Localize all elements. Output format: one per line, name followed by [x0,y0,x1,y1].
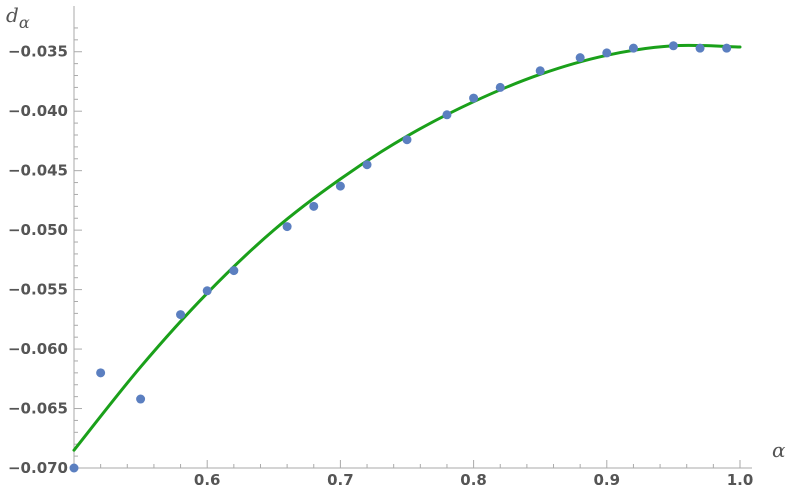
x-tick-label: 0.6 [194,471,221,487]
x-tick-label: 1.0 [727,471,754,487]
y-tick-label: −0.060 [8,340,68,358]
data-point [722,43,732,53]
data-point [362,160,372,170]
y-tick-label: −0.035 [8,43,68,61]
ticks [73,27,741,469]
data-point [668,41,678,51]
data-point [202,286,212,296]
x-tick-label: 0.8 [460,471,487,487]
x-tick-label: 0.9 [594,471,621,487]
data-point [695,43,705,53]
data-point [282,222,292,232]
data-point [309,201,319,211]
data-point [628,43,638,53]
axes [73,6,752,469]
data-point [602,48,612,58]
data-point [402,135,412,145]
x-tick-label: 0.7 [327,471,354,487]
data-point [575,53,585,63]
data-point [176,310,186,320]
data-point [469,93,479,103]
y-axis-title: dα [6,3,30,32]
y-tick-label: −0.055 [8,281,68,299]
data-point [535,66,545,76]
tick-labels: 0.6 0.7 0.8 0.9 1.0 −0.035 −0.040 −0.045 −0.050 −… [8,43,753,487]
y-tick-label: −0.040 [8,102,68,120]
data-point [442,110,452,120]
data-point [96,368,106,378]
y-tick-label: −0.070 [8,459,68,477]
y-tick-label: −0.045 [8,162,68,180]
fit-curve-layer [72,43,742,452]
data-point [229,266,239,276]
data-points-layer [69,41,732,473]
y-tick-label: −0.065 [8,400,68,418]
fit-curve [72,43,742,452]
data-point [495,82,505,92]
data-point [69,463,79,473]
data-point [335,181,345,191]
y-tick-label: −0.050 [8,221,68,239]
x-axis-title: α [772,438,786,462]
data-point [136,394,146,404]
